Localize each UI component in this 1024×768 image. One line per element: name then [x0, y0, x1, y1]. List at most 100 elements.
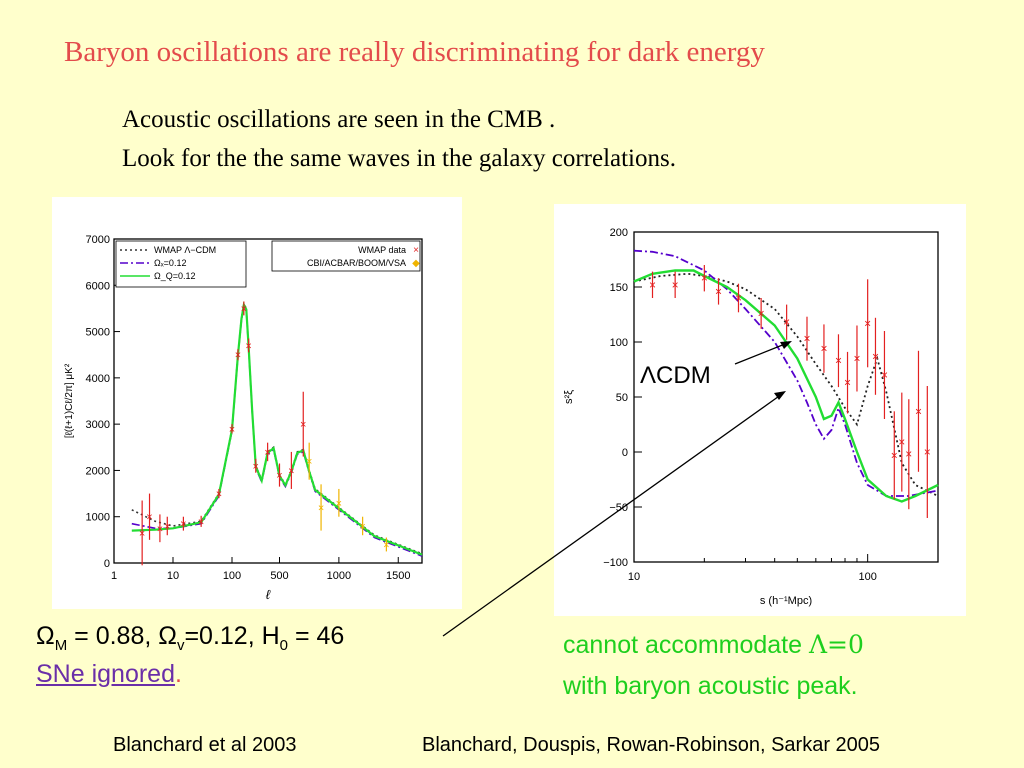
legend-marker: ◆ — [412, 258, 420, 269]
data-point: × — [835, 354, 842, 368]
data-point: × — [905, 447, 912, 461]
data-point: × — [300, 419, 306, 431]
cmb-spectrum-panel: 1 10 100 500 1000 1500 0 1000 2000 3000 4000 5000 60… — [52, 197, 462, 609]
sne-ignored-link[interactable]: SNe ignored — [36, 660, 175, 688]
data-point: × — [881, 368, 888, 382]
data-point: × — [180, 519, 186, 531]
data-point: × — [924, 445, 931, 459]
data-point: × — [758, 306, 765, 320]
y-tick-label: −50 — [609, 502, 628, 514]
omega-symbol: Ω — [158, 622, 177, 650]
legend-label: Ω_Q=0.12 — [154, 271, 196, 281]
x-tick-label: 100 — [223, 570, 241, 582]
legend-marker: × — [413, 245, 419, 256]
y-tick-label: 0 — [622, 447, 628, 459]
conclusion-line-1: cannot accommodate Λ=0 — [563, 630, 864, 660]
conclusion-line-2: with baryon acoustic peak. — [563, 672, 858, 700]
conclusion-text: cannot accommodate — [563, 631, 809, 659]
x-tick-label: 10 — [167, 570, 179, 582]
data-point: × — [820, 342, 827, 356]
cosmology-parameters: ΩM = 0.88, Ωv=0.12, H0 = 46 — [36, 622, 344, 654]
data-point: × — [715, 284, 722, 298]
data-point: × — [318, 502, 324, 514]
data-point: × — [216, 489, 222, 501]
h-value: = 46 — [288, 622, 345, 650]
data-point: × — [235, 350, 241, 362]
data-point: × — [853, 352, 860, 366]
data-point: × — [139, 528, 145, 540]
legend-label: WMAP Λ−CDM — [154, 245, 216, 255]
series-line — [633, 272, 939, 497]
x-axis-label: ℓ — [266, 587, 271, 602]
data-point: × — [198, 516, 204, 528]
series-line — [633, 269, 939, 503]
omega-symbol: Ω — [36, 622, 55, 650]
data-point: × — [383, 539, 389, 551]
y-tick-label: 6000 — [86, 280, 110, 292]
subtitle-line-2: Look for the the same waves in the galax… — [122, 145, 676, 172]
y-tick-label: 50 — [616, 392, 628, 404]
x-tick-label: 500 — [270, 570, 288, 582]
legend-box-left — [115, 240, 247, 288]
sne-period: . — [174, 660, 182, 688]
data-point: × — [306, 456, 312, 468]
data-point: × — [359, 521, 365, 533]
legend-box-right — [271, 240, 421, 272]
data-point: × — [735, 291, 742, 305]
y-tick-label: −100 — [603, 557, 628, 569]
series-line — [131, 301, 423, 556]
data-point: × — [844, 376, 851, 390]
data-point: × — [336, 498, 342, 510]
series-line — [131, 303, 423, 557]
data-point: × — [898, 435, 905, 449]
x-tick-label: 1 — [111, 570, 117, 582]
citation-right: Blanchard, Douspis, Rowan-Robinson, Sark… — [422, 734, 881, 756]
data-point: × — [245, 340, 251, 352]
omega-m-value: = 0.88, — [67, 622, 159, 650]
omega-v-subscript: v — [176, 637, 185, 654]
y-tick-label: 2000 — [86, 465, 110, 477]
y-tick-label: 1000 — [86, 512, 110, 524]
sne-note: SNe ignored. — [36, 660, 182, 689]
data-point: × — [288, 465, 294, 477]
h-subscript: 0 — [279, 637, 288, 654]
data-point: × — [672, 278, 679, 292]
omega-v-value: =0.12, H — [184, 622, 280, 650]
cmb-spectrum-chart: 1 10 100 500 1000 1500 0 1000 2000 3000 4000 5000 60… — [64, 234, 423, 602]
series-line — [633, 249, 939, 497]
data-point: × — [649, 278, 656, 292]
data-point: × — [253, 461, 259, 473]
lambda-zero: Λ=0 — [808, 630, 864, 659]
legend-label: CBI/ACBAR/BOOM/VSA — [307, 258, 406, 268]
x-tick-label: 1500 — [386, 570, 410, 582]
galaxy-correlation-panel: 10 100 −100 −50 0 50 100 150 200 s (h⁻¹Mpc) s²ξ × × ×… — [554, 204, 966, 616]
legend-label: WMAP data — [358, 245, 406, 255]
y-tick-label: 100 — [610, 337, 628, 349]
series-line — [131, 301, 423, 555]
y-tick-label: 7000 — [86, 234, 110, 246]
plot-frame — [633, 231, 939, 563]
data-point: × — [701, 271, 708, 285]
data-point: × — [276, 470, 282, 482]
data-point: × — [891, 448, 898, 462]
x-tick-label: 10 — [628, 571, 640, 583]
data-point: × — [803, 332, 810, 346]
y-tick-label: 150 — [610, 282, 628, 294]
y-tick-label: 0 — [104, 558, 110, 570]
data-point: × — [146, 512, 152, 524]
omega-m-subscript: M — [54, 637, 68, 654]
data-point: × — [264, 447, 270, 459]
data-point: × — [164, 521, 170, 533]
data-point: × — [864, 316, 871, 330]
y-axis-label: [ℓ(ℓ+1)Cℓ/2π] μK² — [64, 363, 75, 438]
data-point: × — [157, 523, 163, 535]
data-point: × — [241, 303, 247, 315]
legend-label: Ωₓ=0.12 — [154, 258, 186, 268]
plot-frame — [113, 238, 423, 564]
x-tick-label: 100 — [858, 571, 876, 583]
subtitle-line-1: Acoustic oscillations are seen in the CM… — [122, 106, 556, 133]
slide-title: Baryon oscillations are really discrimin… — [64, 36, 765, 68]
y-tick-label: 4000 — [86, 373, 110, 385]
data-point: × — [872, 349, 879, 363]
